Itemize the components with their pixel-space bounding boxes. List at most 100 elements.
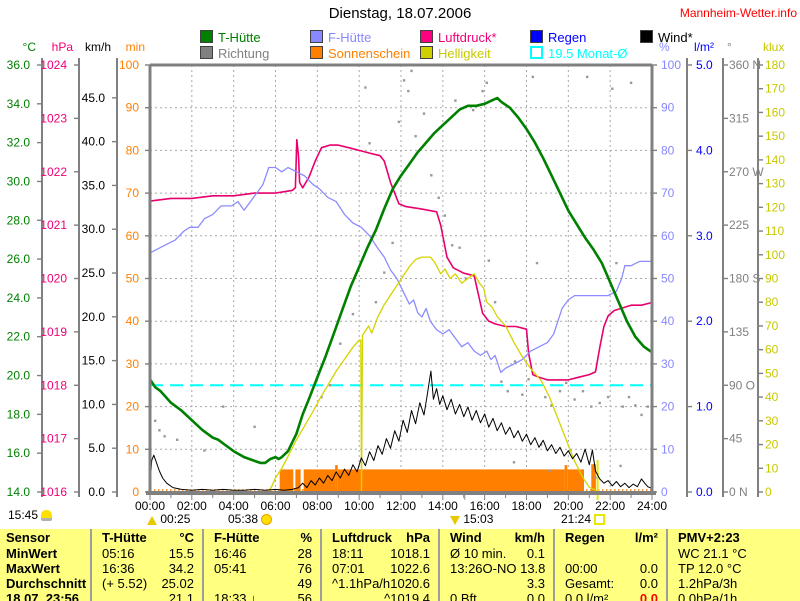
cell-time xyxy=(322,591,383,601)
svg-text:10.0: 10.0 xyxy=(82,397,106,411)
wind-direction-dot xyxy=(506,390,509,393)
wind-direction-dot xyxy=(402,79,406,82)
col-unit: °C xyxy=(179,530,194,545)
cell-value: 3.3 xyxy=(526,576,545,591)
moonrise-time: 00:25 xyxy=(160,512,191,526)
cell-value: 28 xyxy=(297,546,312,561)
svg-text:15.0: 15.0 xyxy=(82,354,106,368)
wind-direction-dot xyxy=(391,241,394,245)
wind-direction-dot xyxy=(581,390,585,393)
svg-text:24.0: 24.0 xyxy=(7,291,31,305)
svg-text:l/m²: l/m² xyxy=(694,40,714,54)
col-name: F-Hütte xyxy=(214,530,260,545)
wind-direction-dot xyxy=(253,425,256,428)
wind-direction-dot xyxy=(481,89,484,93)
table-header-sensor: Sensor xyxy=(6,530,51,545)
svg-text:2.0: 2.0 xyxy=(696,314,713,328)
wind-direction-dot xyxy=(573,398,576,401)
svg-text:20: 20 xyxy=(126,400,140,414)
cell-value: 25.02 xyxy=(161,576,194,591)
svg-text:90: 90 xyxy=(126,101,140,115)
series-T-Hütte xyxy=(148,96,654,465)
svg-text:14.0: 14.0 xyxy=(7,485,31,499)
svg-text:4.0: 4.0 xyxy=(696,143,713,157)
table-header-row: Sensor T-Hütte °C F-Hütte% Luftdruck hPa Wind k… xyxy=(0,529,800,546)
wind-direction-dot xyxy=(621,405,624,408)
svg-text:°: ° xyxy=(727,40,732,54)
series-Wind xyxy=(149,370,653,491)
cell-time: 07:01 xyxy=(332,561,365,576)
svg-text:70: 70 xyxy=(126,186,140,200)
sunrise-time: 05:38 xyxy=(228,512,259,526)
svg-text:min: min xyxy=(126,40,145,54)
cell-time: 0 Bft xyxy=(450,591,477,601)
moonset-marker: 15:03 xyxy=(450,512,493,526)
cell-value xyxy=(614,546,666,561)
svg-text:60: 60 xyxy=(765,343,779,357)
wind-direction-dot xyxy=(627,395,631,399)
cell-value: 76 xyxy=(297,561,312,576)
brightness-time-marker: 15:45 xyxy=(8,508,53,522)
wind-direction-dot xyxy=(364,86,367,89)
legend-item-r2-0: Richtung xyxy=(200,46,269,61)
svg-text:45.0: 45.0 xyxy=(82,91,106,105)
wind-direction-dot xyxy=(407,89,410,93)
wind-direction-dot xyxy=(527,378,530,381)
row-label: Durchschnitt xyxy=(6,576,87,591)
cell-time: (+ 5.52) xyxy=(102,576,148,591)
sunrise-marker: 05:38 xyxy=(228,512,273,526)
col-unit: km/h xyxy=(514,530,545,545)
svg-text:130: 130 xyxy=(765,177,785,191)
cell-time: 18:11 xyxy=(332,546,364,561)
col-unit: % xyxy=(300,530,312,545)
svg-text:100: 100 xyxy=(765,248,785,262)
svg-text:80: 80 xyxy=(126,143,140,157)
legend-item-r2-2: Helligkeit xyxy=(420,46,491,61)
row-label: MaxWert xyxy=(6,561,60,576)
svg-text:90 O: 90 O xyxy=(729,378,755,392)
cell-value: 1022.6 xyxy=(390,561,430,576)
svg-text:20: 20 xyxy=(661,400,675,414)
svg-text:25.0: 25.0 xyxy=(82,266,106,280)
cell-value: ^1019.4 xyxy=(384,591,430,601)
svg-text:km/h: km/h xyxy=(85,40,111,54)
svg-text:40.0: 40.0 xyxy=(82,135,106,149)
svg-text:18.0: 18.0 xyxy=(7,407,31,421)
cell-pmv: TP 12.0 °C xyxy=(666,561,800,576)
wind-direction-dot xyxy=(458,246,461,249)
moonrise-icon xyxy=(147,516,157,525)
wind-direction-dot xyxy=(619,464,622,468)
cell-value: O-NO 13.8 xyxy=(482,561,546,576)
legend-item-r1-4: Wind* xyxy=(640,30,693,45)
svg-text:0: 0 xyxy=(765,485,772,499)
cell-value: 15.5 xyxy=(168,546,194,561)
svg-text:135: 135 xyxy=(729,325,749,339)
cell-pmv: 0.0hPa/1h xyxy=(666,591,800,601)
svg-text:80: 80 xyxy=(661,143,675,157)
wind-direction-dot xyxy=(535,261,539,265)
svg-text:180 S: 180 S xyxy=(729,272,760,286)
series-Luftdruck xyxy=(149,138,653,381)
wind-direction-dot xyxy=(383,271,386,274)
col-unit: l/m² xyxy=(634,530,658,545)
legend-item-r1-1: F-Hütte xyxy=(310,30,371,45)
site-link[interactable]: Mannheim-Wetter.info xyxy=(679,6,797,20)
row-label: MinWert xyxy=(6,546,58,561)
wind-direction-dot xyxy=(154,419,157,422)
wind-direction-dot xyxy=(339,342,342,345)
wind-direction-dot xyxy=(430,174,433,177)
svg-text:30.0: 30.0 xyxy=(7,174,31,188)
wind-direction-dot xyxy=(634,404,637,407)
sunrise-icon xyxy=(261,514,273,525)
legend-swatch xyxy=(200,46,213,59)
table-row: MinWert 05:16 15.5 16:46 28 18:11 1018.1 Ø 10 m… xyxy=(0,546,800,561)
sunset-time: 21:24 xyxy=(561,512,592,526)
svg-text:10: 10 xyxy=(661,442,675,456)
wind-direction-dot xyxy=(586,75,589,79)
cell-pmv: 1.2hPa/3h xyxy=(666,576,800,591)
svg-text:14:00: 14:00 xyxy=(428,499,458,513)
sunset-marker: 21:24 xyxy=(561,512,606,526)
col-name: T-Hütte xyxy=(102,530,147,545)
wind-direction-dot xyxy=(611,87,614,90)
svg-text:5.0: 5.0 xyxy=(88,441,105,455)
